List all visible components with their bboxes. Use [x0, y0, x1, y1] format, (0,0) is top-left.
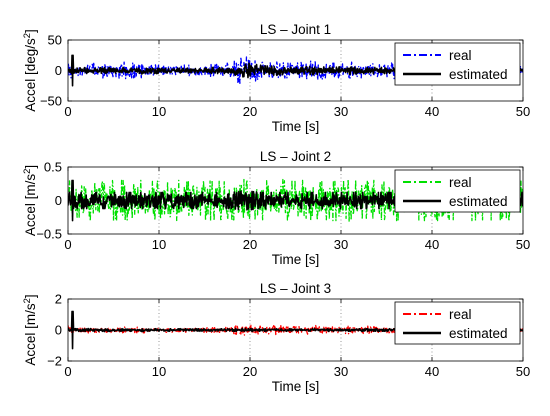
- x-tick-label: 0: [64, 237, 71, 252]
- y-tick-label: −50: [40, 94, 62, 109]
- x-tick-label: 50: [516, 364, 530, 379]
- x-tick-label: 40: [425, 104, 439, 119]
- x-tick-label: 10: [152, 364, 166, 379]
- x-tick-label: 30: [334, 104, 348, 119]
- subplot-title: LS – Joint 3: [260, 281, 331, 296]
- series-line-real: [68, 178, 523, 223]
- y-tick-label: 2: [55, 292, 62, 307]
- x-tick-label: 0: [64, 364, 71, 379]
- x-tick-label: 50: [516, 104, 530, 119]
- x-tick-label: 20: [243, 364, 257, 379]
- x-tick-label: 40: [425, 364, 439, 379]
- y-tick-label: 50: [48, 33, 62, 48]
- subplot-title: LS – Joint 2: [260, 149, 331, 164]
- legend-label-real: real: [449, 175, 472, 190]
- x-tick-label: 20: [243, 237, 257, 252]
- legend-label-estimated: estimated: [449, 194, 508, 209]
- x-tick-label: 0: [64, 104, 71, 119]
- x-tick-label: 30: [334, 237, 348, 252]
- series-line-real: [68, 56, 523, 85]
- y-tick-label: 0.5: [44, 160, 62, 175]
- y-tick-label: −2: [47, 354, 62, 369]
- y-axis-label: Accel [m/s2]: [22, 165, 38, 236]
- x-tick-label: 50: [516, 237, 530, 252]
- y-axis-label: Accel [deg/s2]: [22, 29, 38, 112]
- legend-box: [394, 301, 521, 345]
- y-axis-label: Accel [m/s2]: [22, 294, 38, 365]
- x-tick-label: 10: [152, 237, 166, 252]
- legend-label-estimated: estimated: [449, 326, 508, 341]
- y-tick-label: −0.5: [36, 227, 62, 242]
- x-tick-label: 40: [425, 237, 439, 252]
- y-tick-label: 0: [55, 63, 62, 78]
- legend-box: [394, 42, 521, 86]
- legend-box: [394, 169, 521, 213]
- x-tick-label: 20: [243, 104, 257, 119]
- x-tick-label: 10: [152, 104, 166, 119]
- legend: real estimated: [394, 42, 521, 86]
- legend-label-estimated: estimated: [449, 67, 508, 82]
- legend: real estimated: [394, 169, 521, 213]
- legend-label-real: real: [449, 307, 472, 322]
- y-tick-label: 0: [55, 323, 62, 338]
- legend: real estimated: [394, 301, 521, 345]
- x-axis-label: Time [s]: [272, 252, 320, 267]
- y-tick-label: 0: [55, 193, 62, 208]
- legend-label-real: real: [449, 48, 472, 63]
- x-axis-label: Time [s]: [272, 119, 320, 134]
- x-tick-label: 30: [334, 364, 348, 379]
- subplot-title: LS – Joint 1: [260, 22, 331, 37]
- x-axis-label: Time [s]: [272, 379, 320, 394]
